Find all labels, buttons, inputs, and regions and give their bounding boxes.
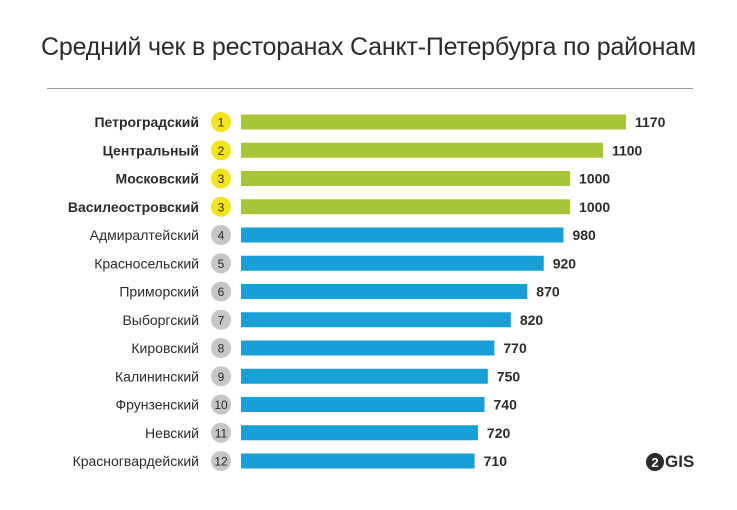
chart-title: Средний чек в ресторанах Санкт-Петербург…: [41, 33, 696, 61]
bar: [241, 312, 511, 328]
value-label: 1170: [635, 114, 666, 130]
rank-badge: [211, 196, 231, 217]
rank-number: 5: [218, 257, 225, 271]
value-label: 1100: [612, 142, 643, 158]
value-label: 920: [553, 255, 577, 271]
2gis-logo: 2 GIS: [646, 449, 694, 475]
rank-badge: [211, 112, 231, 132]
logo-text: GIS: [665, 452, 695, 471]
rank-number: 8: [218, 342, 225, 356]
bar: [241, 199, 571, 215]
bar: [241, 368, 488, 384]
rank-number: 9: [218, 370, 225, 384]
value-label: 750: [497, 368, 521, 384]
value-label: 870: [536, 284, 560, 300]
bar: [241, 340, 495, 356]
rank-badge: [211, 338, 231, 358]
bar: [241, 171, 571, 186]
category-label: Калининский: [115, 368, 199, 384]
bar: [241, 397, 485, 412]
value-label: 980: [572, 227, 596, 243]
rank-badge: [211, 225, 231, 245]
rank-number: 12: [214, 455, 228, 469]
value-label: 820: [520, 312, 544, 328]
bar: [241, 453, 475, 469]
category-label: Приморский: [119, 284, 199, 300]
bar: [241, 255, 544, 271]
bar: [241, 114, 626, 130]
rank-badge: [211, 253, 231, 274]
value-label: 1000: [579, 171, 610, 187]
value-label: 740: [494, 397, 518, 413]
rank-number: 2: [218, 144, 225, 158]
rank-badge: [211, 281, 231, 302]
category-label: Невский: [145, 425, 199, 441]
rank-badge: [211, 168, 231, 189]
rank-number: 4: [218, 229, 225, 243]
value-label: 710: [484, 453, 508, 469]
rank-number: 10: [214, 398, 228, 412]
rank-badge: [211, 394, 231, 415]
rank-number: 3: [218, 200, 225, 214]
value-label: 1000: [579, 199, 610, 215]
category-label: Кировский: [131, 340, 199, 356]
logo-mark: 2: [646, 453, 664, 471]
rank-badge: [211, 140, 231, 161]
category-label: Московский: [116, 171, 199, 187]
bar: [241, 284, 528, 299]
category-label: Центральный: [103, 142, 199, 158]
rank-badge: [211, 451, 231, 471]
rank-number: 1: [218, 116, 225, 130]
rank-number: 6: [218, 285, 225, 299]
rank-number: 11: [215, 426, 228, 440]
category-label: Василеостровский: [68, 199, 199, 215]
rank-badge: [211, 422, 231, 443]
category-label: Адмиралтейский: [90, 227, 199, 243]
category-label: Выборгский: [122, 312, 199, 328]
bar: [241, 142, 603, 158]
title-divider: [47, 88, 693, 89]
category-label: Фрунзенский: [115, 397, 199, 413]
rank-badge: [211, 309, 231, 330]
rank-badge: [211, 366, 231, 387]
value-label: 770: [503, 340, 527, 356]
value-label: 720: [487, 425, 511, 441]
category-label: Красногвардейский: [73, 453, 199, 469]
category-label: Петроградский: [94, 114, 199, 130]
bar: [241, 227, 564, 243]
rank-number: 3: [218, 172, 225, 186]
bar: [241, 425, 478, 441]
category-label: Красносельский: [94, 255, 199, 271]
rank-number: 7: [218, 313, 225, 327]
